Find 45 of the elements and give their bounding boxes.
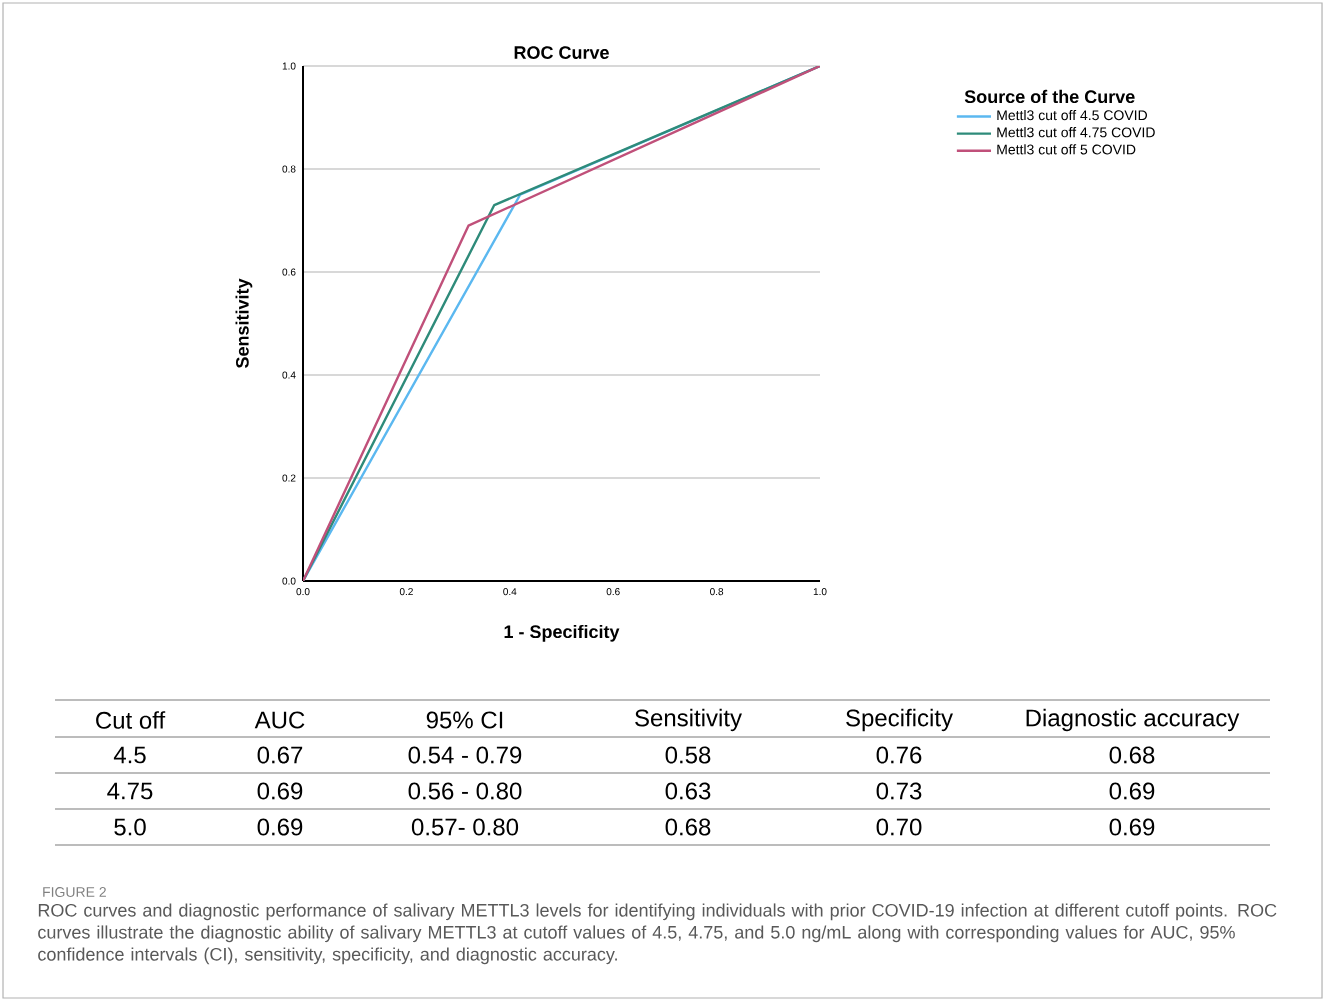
x-tick-label: 0.8 bbox=[710, 588, 724, 596]
legend-label: Mettl3 cut off 4.75 COVID bbox=[997, 127, 1155, 138]
text: 0.73 bbox=[876, 782, 922, 800]
text: 0.58 bbox=[665, 746, 711, 764]
caption: FIGURE 2 bbox=[43, 887, 106, 897]
text: 0.57- 0.80 bbox=[411, 818, 519, 836]
y-tick-label: 0.0 bbox=[282, 577, 296, 585]
text: 0.56 - 0.80 bbox=[408, 782, 522, 800]
x-tick-label: 1.0 bbox=[813, 588, 827, 596]
text: 4.75 bbox=[107, 782, 153, 800]
text: 0.69 bbox=[257, 782, 303, 800]
text: 0.69 bbox=[257, 818, 303, 836]
x-axis-title: 1 - Specificity bbox=[504, 624, 620, 642]
text: 0.68 bbox=[665, 818, 711, 836]
y-tick-label: 0.8 bbox=[282, 165, 296, 173]
legend-label: Mettl3 cut off 5 COVID bbox=[997, 144, 1136, 155]
chart-title: ROC Curve bbox=[514, 46, 609, 59]
x-tick-label: 0.0 bbox=[296, 588, 310, 596]
text: ROC curves and diagnostic performance of salivary METTL3 levels for identifying individuals with prior COVID-19 infection at different cutoff points. ROC curves illustrate the diagnostic ability of salivary METTL3 at cutoff values of 4.5, 4.75, and 5.0 ng/mL along with corresponding values for AUC, 95% confidence intervals (CI), sensitivity, specificity, and diagnostic accuracy. bbox=[38, 903, 1277, 965]
y-tick-label: 0.4 bbox=[282, 371, 296, 379]
category-label: Cut off bbox=[96, 711, 166, 729]
text: 4.5 bbox=[113, 746, 146, 764]
x-tick-label: 0.4 bbox=[503, 588, 517, 596]
x-tick-label: 0.2 bbox=[399, 588, 413, 596]
y-tick-label: 0.2 bbox=[282, 474, 296, 482]
category-label: Diagnostic accuracy bbox=[1026, 708, 1240, 732]
text: 0.76 bbox=[876, 746, 922, 764]
text: 0.68 bbox=[1109, 746, 1155, 764]
y-axis-title: Sensitivity bbox=[235, 278, 253, 368]
category-label: 95% CI bbox=[426, 711, 503, 729]
text: 0.70 bbox=[876, 818, 922, 836]
text: 0.69 bbox=[1109, 782, 1155, 800]
category-label: Specificity bbox=[846, 708, 953, 732]
category-label: Sensitivity bbox=[635, 708, 742, 732]
text: 0.67 bbox=[257, 746, 303, 764]
text: 0.69 bbox=[1109, 818, 1155, 836]
text: 5.0 bbox=[114, 818, 146, 836]
y-tick-label: 1.0 bbox=[282, 62, 296, 70]
legend-label: Mettl3 cut off 4.5 COVID bbox=[997, 109, 1148, 121]
legend-title: Source of the Curve bbox=[964, 89, 1135, 104]
text: 0.54 - 0.79 bbox=[408, 746, 522, 764]
y-tick-label: 0.6 bbox=[282, 268, 296, 276]
x-tick-label: 0.6 bbox=[606, 588, 620, 596]
category-label: AUC bbox=[254, 711, 305, 729]
text: 0.63 bbox=[665, 782, 711, 800]
